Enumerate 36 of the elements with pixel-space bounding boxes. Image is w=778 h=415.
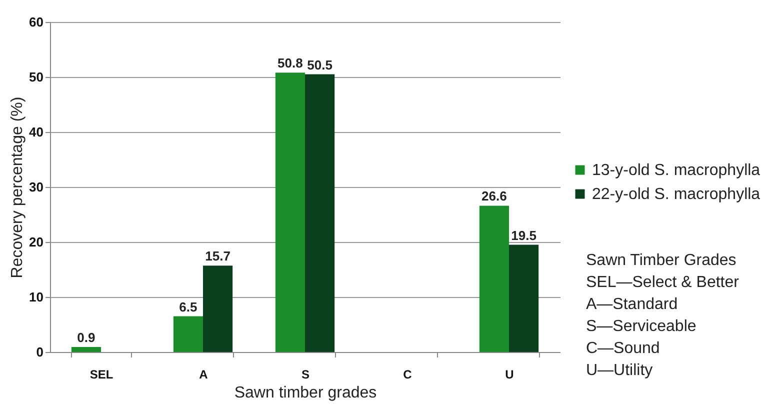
y-tick-label: 0	[36, 344, 44, 360]
text: C—Sound	[586, 339, 661, 359]
y-tick-label: 40	[29, 124, 44, 140]
x-tick-label: S	[301, 368, 310, 382]
y-tick-label: 50	[29, 70, 44, 84]
data-label: 50.8	[278, 56, 303, 71]
bar	[71, 347, 101, 352]
data-label: 50.5	[307, 57, 332, 72]
x-tick-label: A	[199, 368, 208, 382]
data-label: 6.5	[179, 299, 198, 314]
y-tick-label: 10	[29, 290, 44, 304]
legend-label: 22-y-old S. macrophylla	[592, 186, 760, 203]
data-label: 26.6	[482, 188, 507, 204]
text: U—Utility	[586, 361, 654, 381]
text: S—Serviceable	[586, 317, 698, 337]
bar	[173, 316, 203, 352]
bar	[509, 244, 539, 352]
y-tick-label: 20	[29, 234, 44, 250]
y-axis-title: Recovery percentage (%)	[9, 96, 26, 278]
legend-label: 13-y-old S. macrophylla	[592, 162, 760, 179]
text: Sawn Timber Grades	[586, 251, 738, 271]
x-axis-title: Sawn timber grades	[234, 384, 377, 402]
data-label: 0.9	[77, 330, 96, 346]
y-tick-label: 30	[29, 180, 44, 194]
x-tick-label: U	[505, 368, 514, 382]
y-tick-label: 60	[29, 14, 44, 30]
bar	[479, 206, 509, 352]
bar	[203, 266, 233, 352]
text: A—Standard	[586, 295, 679, 315]
x-tick-label: C	[403, 368, 412, 382]
bar	[305, 74, 335, 352]
bar	[275, 72, 305, 352]
text: SEL—Select & Better	[586, 273, 739, 293]
x-tick-label: SEL	[90, 368, 114, 382]
data-label: 19.5	[511, 228, 536, 243]
data-label: 15.7	[205, 248, 230, 264]
